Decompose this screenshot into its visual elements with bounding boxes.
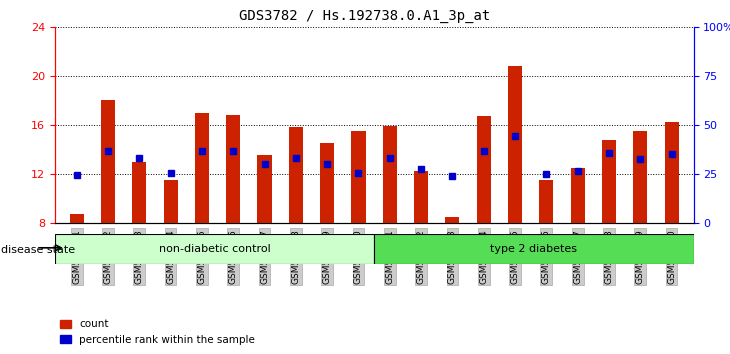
- Text: disease state: disease state: [1, 245, 75, 255]
- Text: GDS3782 / Hs.192738.0.A1_3p_at: GDS3782 / Hs.192738.0.A1_3p_at: [239, 9, 491, 23]
- Bar: [289, 127, 303, 223]
- Bar: [195, 113, 209, 223]
- Bar: [664, 122, 679, 223]
- Bar: [571, 168, 585, 223]
- Bar: [477, 116, 491, 223]
- Bar: [351, 131, 366, 223]
- Bar: [414, 171, 428, 223]
- Text: non-diabetic control: non-diabetic control: [158, 244, 270, 254]
- Bar: [69, 215, 84, 223]
- Bar: [226, 115, 240, 223]
- Bar: [602, 139, 616, 223]
- Bar: [55, 234, 374, 264]
- Bar: [374, 234, 694, 264]
- Bar: [320, 143, 334, 223]
- Text: type 2 diabetes: type 2 diabetes: [491, 244, 577, 254]
- Legend: count, percentile rank within the sample: count, percentile rank within the sample: [56, 315, 259, 349]
- Bar: [445, 217, 459, 223]
- Bar: [164, 180, 177, 223]
- Bar: [633, 131, 648, 223]
- Bar: [101, 100, 115, 223]
- Bar: [258, 155, 272, 223]
- Bar: [539, 180, 553, 223]
- Bar: [383, 126, 397, 223]
- Bar: [508, 66, 522, 223]
- Bar: [132, 162, 146, 223]
